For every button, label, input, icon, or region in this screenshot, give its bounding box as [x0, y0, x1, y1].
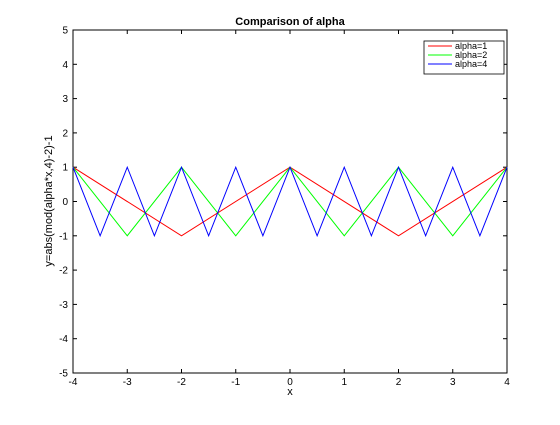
legend-label: alpha=2 — [455, 50, 487, 60]
y-tick-label: 0 — [62, 197, 68, 208]
x-tick-label: 0 — [287, 377, 293, 388]
x-tick-label: 2 — [396, 377, 402, 388]
y-tick-label: -5 — [59, 369, 68, 380]
legend-label: alpha=4 — [455, 59, 487, 69]
x-tick-label: -4 — [69, 377, 78, 388]
y-tick-label: 1 — [62, 163, 68, 174]
y-tick-label: 5 — [62, 26, 68, 37]
chart-title: Comparison of alpha — [235, 16, 345, 28]
y-axis-label: y=abs(mod(alpha*x,4)-2)-1 — [43, 135, 55, 266]
y-tick-label: -4 — [59, 334, 68, 345]
y-tick-label: 3 — [62, 94, 68, 105]
series-line-alpha-4 — [72, 165, 508, 238]
y-tick-label: -3 — [59, 300, 68, 311]
x-axis-label: x — [287, 386, 293, 398]
legend-label: alpha=1 — [455, 41, 487, 51]
x-tick-label: 4 — [504, 377, 510, 388]
x-tick-label: 3 — [450, 377, 456, 388]
y-tick-label: -1 — [59, 231, 68, 242]
x-tick-label: -1 — [231, 377, 240, 388]
x-tick-label: -2 — [177, 377, 186, 388]
y-tick-label: 2 — [62, 128, 68, 139]
x-tick-label: 1 — [341, 377, 347, 388]
y-tick-label: 4 — [62, 60, 68, 71]
x-tick-label: -3 — [123, 377, 132, 388]
y-tick-label: -2 — [59, 266, 68, 277]
plot-frame — [72, 29, 508, 374]
